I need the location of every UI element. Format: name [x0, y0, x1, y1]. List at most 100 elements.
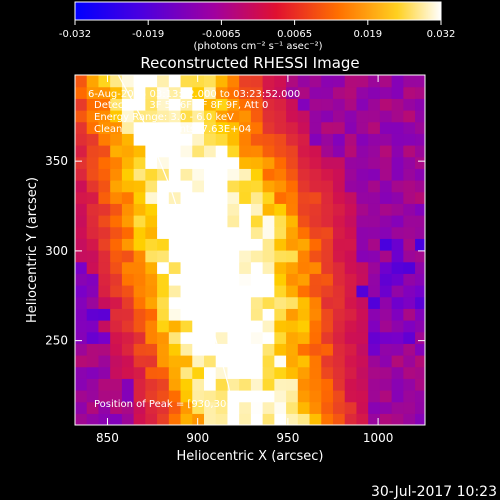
heatmap-cell	[391, 180, 404, 193]
heatmap-cell	[121, 378, 135, 391]
heatmap-cell	[379, 238, 393, 251]
heatmap-cell	[274, 273, 287, 286]
heatmap-cell	[415, 168, 425, 181]
heatmap-cell	[286, 145, 299, 158]
heatmap-cell	[203, 250, 217, 263]
heatmap-cell	[250, 250, 264, 263]
heatmap-cell	[250, 285, 264, 298]
heatmap-cell	[368, 378, 381, 391]
heatmap-cell	[274, 308, 287, 321]
heatmap-cell	[321, 296, 334, 309]
heatmap-cell	[168, 86, 182, 99]
heatmap-cell	[145, 331, 158, 344]
heatmap-cell	[203, 261, 217, 274]
heatmap-cell	[157, 261, 170, 274]
heatmap-cell	[145, 133, 158, 146]
heatmap-cell	[180, 110, 193, 123]
heatmap-cell	[121, 273, 135, 286]
heatmap-cell	[262, 168, 275, 181]
heatmap-cell	[356, 331, 369, 344]
heatmap-cell	[75, 273, 88, 286]
heatmap-cell	[110, 355, 123, 368]
heatmap-cell	[215, 133, 229, 146]
heatmap-cell	[98, 75, 111, 88]
y-axis-label: Heliocentric Y (arcsec)	[25, 177, 40, 323]
heatmap-cell	[309, 320, 322, 333]
heatmap-cell	[145, 203, 158, 216]
heatmap-cell	[415, 366, 425, 379]
heatmap-cell	[180, 98, 193, 111]
heatmap-cell	[403, 75, 416, 88]
heatmap-cell	[110, 110, 123, 123]
heatmap-cell	[145, 320, 158, 333]
timestamp: 30-Jul-2017 10:23	[371, 484, 497, 500]
heatmap-cell	[332, 401, 346, 414]
x-tick-label: 950	[276, 431, 299, 445]
heatmap-cell	[391, 145, 404, 158]
heatmap-cell	[286, 378, 299, 391]
heatmap-cell	[227, 86, 240, 99]
heatmap-cell	[110, 203, 123, 216]
heatmap-cell	[332, 320, 346, 333]
heatmap-cell	[180, 75, 193, 88]
heatmap-cell	[344, 98, 358, 111]
heatmap-cell	[227, 320, 240, 333]
heatmap-cell	[379, 168, 393, 181]
heatmap-cell	[274, 355, 287, 368]
heatmap-cell	[157, 156, 170, 169]
heatmap-cell	[145, 86, 158, 99]
info-line-detectors: Detectors: 3F 5F 6F 7F 8F 9F, Att 0	[94, 100, 268, 111]
heatmap-cell	[121, 401, 135, 414]
heatmap-cell	[203, 413, 217, 425]
colorbar-tick-label: 0.032	[427, 29, 456, 40]
heatmap-cell	[379, 191, 393, 204]
heatmap-cell	[110, 413, 123, 425]
heatmap-cell	[415, 156, 425, 169]
heatmap-cell	[215, 145, 229, 158]
heatmap-cell	[110, 378, 123, 391]
heatmap-cell	[227, 156, 240, 169]
heatmap-cell	[309, 331, 322, 344]
heatmap-cell	[321, 390, 334, 403]
heatmap-cell	[227, 98, 240, 111]
heatmap-cell	[332, 203, 346, 216]
heatmap-cell	[297, 331, 311, 344]
heatmap-cell	[368, 285, 381, 298]
heatmap-cell	[86, 86, 100, 99]
heatmap-cell	[86, 191, 100, 204]
heatmap-cell	[368, 366, 381, 379]
heatmap-cell	[98, 261, 111, 274]
heatmap-cell	[192, 378, 205, 391]
heatmap-cell	[403, 168, 416, 181]
heatmap-cell	[180, 378, 193, 391]
heatmap-cell	[379, 133, 393, 146]
heatmap-cell	[133, 98, 146, 111]
heatmap-cell	[239, 355, 252, 368]
heatmap-cell	[227, 366, 240, 379]
heatmap-cell	[239, 250, 252, 263]
heatmap-cell	[145, 180, 158, 193]
heatmap-cell	[98, 168, 111, 181]
heatmap-cell	[297, 180, 311, 193]
heatmap-cell	[86, 366, 100, 379]
heatmap-cell	[286, 366, 299, 379]
heatmap-cell	[192, 320, 205, 333]
heatmap-cell	[98, 308, 111, 321]
heatmap-cell	[274, 331, 287, 344]
heatmap-cell	[368, 261, 381, 274]
heatmap-cell	[250, 308, 264, 321]
heatmap-cell	[286, 110, 299, 123]
heatmap-cell	[262, 343, 275, 356]
heatmap-cell	[75, 250, 88, 263]
heatmap-cell	[168, 145, 182, 158]
heatmap-cell	[145, 121, 158, 134]
heatmap-cell	[344, 133, 358, 146]
heatmap-cell	[168, 133, 182, 146]
heatmap-cell	[250, 273, 264, 286]
heatmap-cell	[121, 261, 135, 274]
heatmap-cell	[297, 250, 311, 263]
heatmap-cell	[368, 156, 381, 169]
heatmap-cell	[203, 343, 217, 356]
heatmap-cell	[203, 215, 217, 228]
heatmap-cell	[133, 250, 146, 263]
